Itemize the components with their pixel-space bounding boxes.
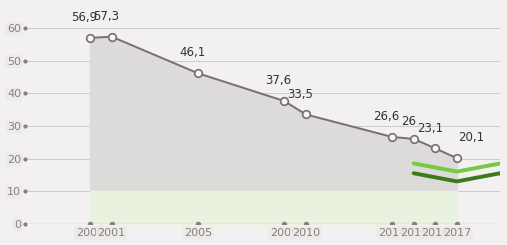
Text: 56,9: 56,9 (71, 11, 97, 24)
Text: 26,6: 26,6 (374, 110, 400, 123)
Text: 23,1: 23,1 (417, 122, 443, 135)
Text: 26: 26 (401, 115, 416, 128)
Text: 20,1: 20,1 (458, 131, 484, 144)
Text: 46,1: 46,1 (179, 46, 205, 59)
Text: 33,5: 33,5 (287, 87, 313, 100)
Text: 57,3: 57,3 (93, 10, 119, 23)
Text: 37,6: 37,6 (266, 74, 292, 87)
